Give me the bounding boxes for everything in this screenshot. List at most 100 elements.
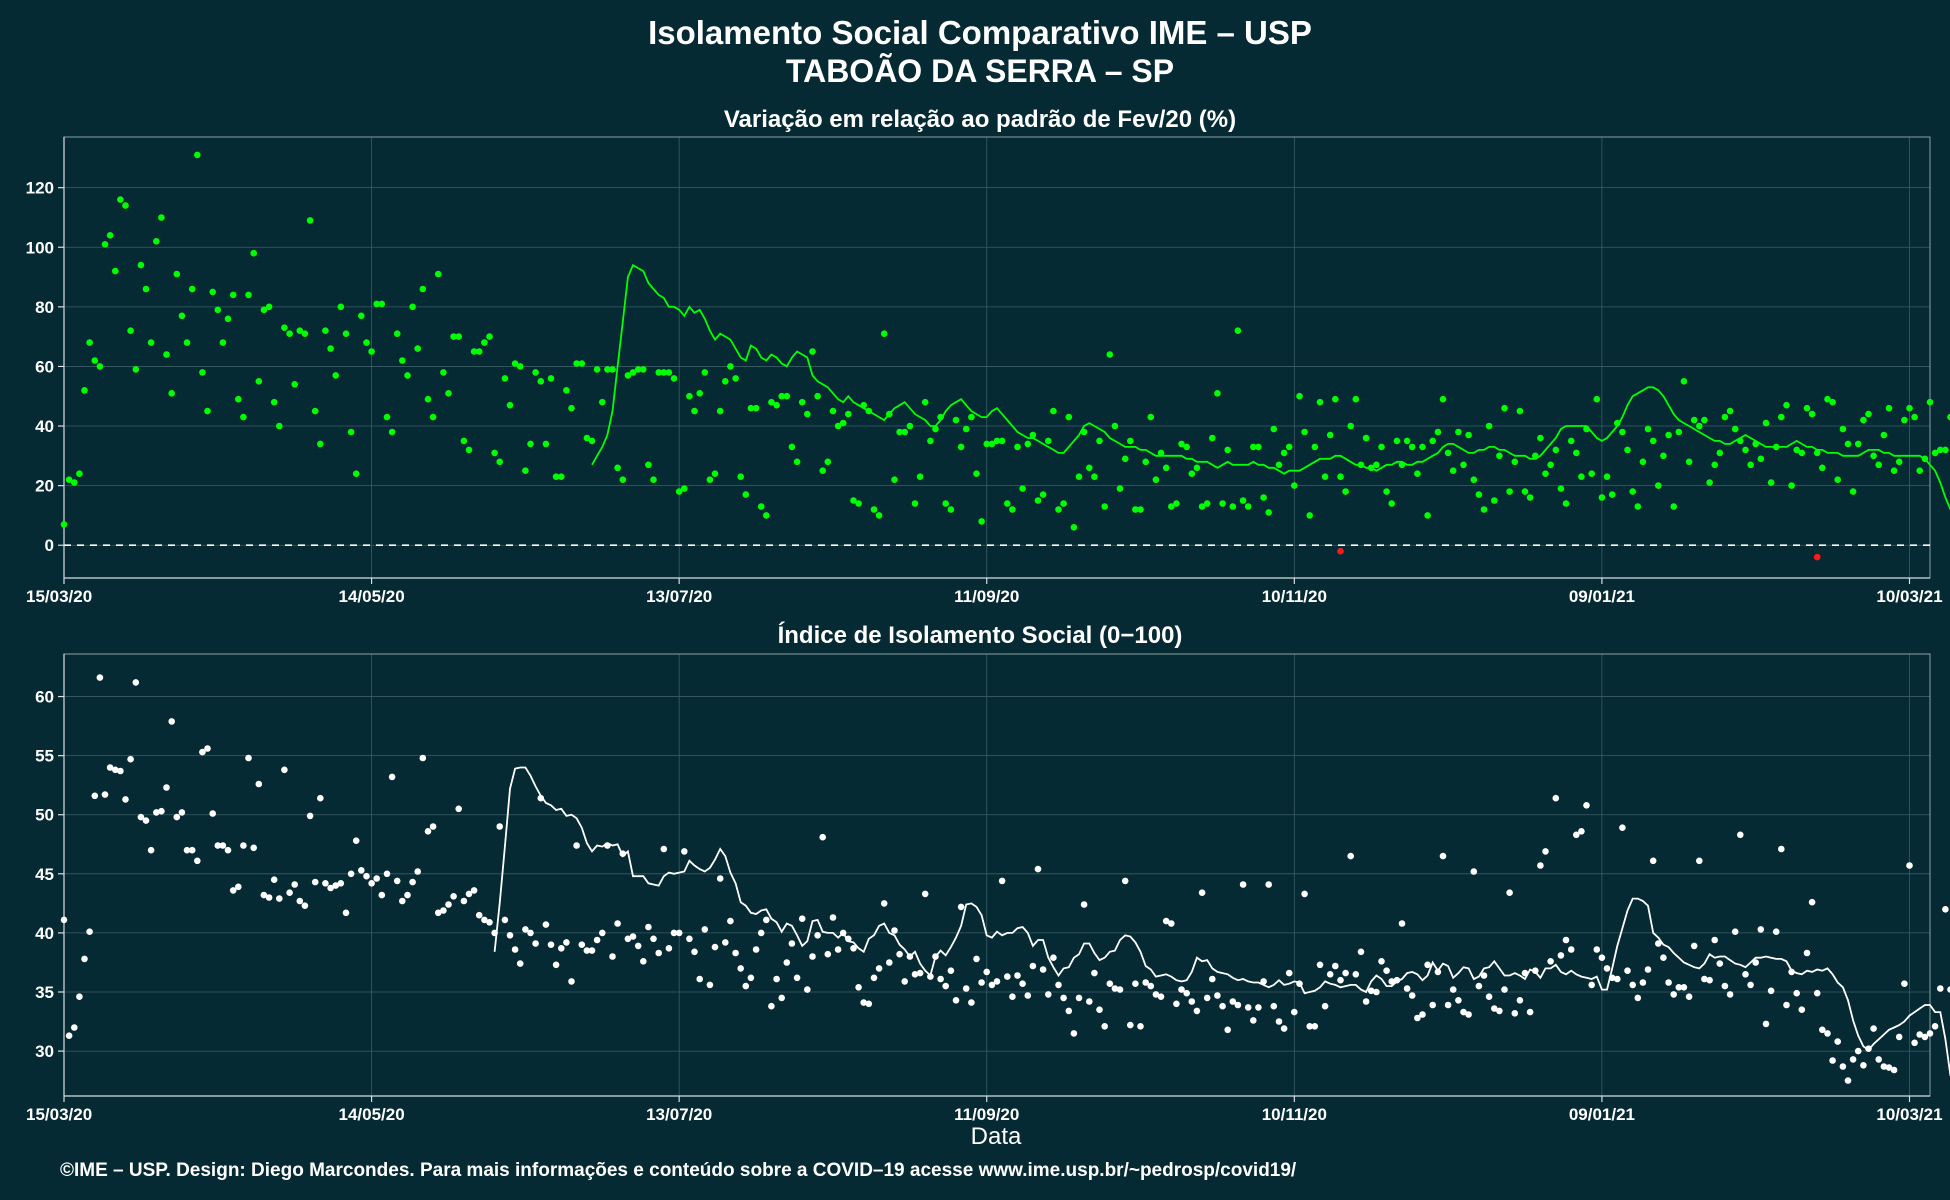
variation-point (1547, 461, 1554, 469)
variation-point (194, 151, 201, 159)
index-point (1824, 1030, 1831, 1037)
index-point (650, 935, 657, 943)
index-point (419, 754, 427, 762)
index-point (240, 842, 247, 849)
index-point (91, 792, 99, 800)
variation-point (1157, 449, 1165, 457)
variation-point (127, 327, 134, 335)
variation-point (599, 398, 606, 406)
index-point (1419, 1011, 1426, 1018)
variation-point (296, 327, 304, 335)
variation-point (1783, 401, 1790, 409)
index-point (1614, 975, 1621, 983)
variation-point (824, 458, 832, 466)
variation-point (855, 500, 862, 507)
variation-point (1839, 425, 1847, 433)
variation-point (650, 476, 657, 484)
index-point (1578, 828, 1585, 835)
index-point (1424, 961, 1431, 969)
index-point (927, 973, 934, 980)
variation-point (1301, 428, 1308, 436)
variation-point (301, 330, 309, 338)
variation-point (1429, 437, 1436, 445)
variation-point (1619, 428, 1626, 436)
index-point (957, 903, 965, 911)
index-point (1608, 974, 1616, 982)
index-point (1491, 1005, 1498, 1012)
variation-point (358, 312, 365, 320)
variation-point (957, 443, 965, 451)
variation-point (204, 407, 211, 415)
variation-point (1649, 437, 1657, 445)
variation-point (1870, 452, 1877, 460)
index-point (199, 748, 206, 756)
variation-point (701, 369, 709, 376)
variation-ytick-label-3: 60 (35, 357, 54, 376)
variation-point (1506, 488, 1513, 495)
index-point (265, 894, 273, 901)
index-point (804, 986, 811, 993)
variation-point (286, 330, 293, 338)
index-point (906, 953, 914, 960)
variation-point (845, 410, 852, 418)
variation-point (86, 339, 93, 346)
index-point (681, 848, 688, 855)
index-point (1439, 852, 1447, 860)
variation-point (1829, 398, 1836, 406)
variation-point (1880, 431, 1888, 439)
index-xtick-label-4: 10/11/20 (1262, 1105, 1327, 1124)
variation-point (1696, 422, 1703, 430)
index-point (665, 945, 673, 952)
index-point (1854, 1047, 1862, 1055)
variation-point (199, 369, 206, 376)
index-point (1767, 987, 1775, 995)
index-point (445, 901, 452, 908)
bottom-panel-title: Índice de Isolamento Social (0−100) (778, 621, 1183, 649)
variation-point (624, 372, 632, 379)
index-point (1219, 1002, 1226, 1010)
index-point (1362, 998, 1370, 1005)
index-point (1506, 889, 1513, 896)
index-point (1675, 984, 1683, 991)
index-xtick-label-2: 13/07/20 (646, 1105, 712, 1124)
variation-point (793, 458, 801, 466)
index-point (1583, 802, 1590, 809)
top-panel-title: Variação em relação ao padrão de Fev/20 … (724, 106, 1236, 133)
variation-point (1132, 506, 1139, 513)
index-ytick-label-6: 60 (35, 688, 54, 707)
index-point (511, 946, 519, 953)
index-point (537, 794, 545, 802)
index-point (1019, 980, 1026, 987)
index-point (327, 884, 334, 892)
variation-point (1690, 416, 1698, 424)
index-point (1937, 985, 1944, 992)
index-point (1275, 1018, 1283, 1025)
variation-point (834, 422, 842, 430)
index-point (542, 921, 550, 928)
index-point (757, 929, 765, 937)
variation-point (860, 401, 867, 409)
index-point (558, 945, 565, 952)
index-ytick-label-0: 30 (35, 1042, 54, 1061)
index-xtick-label-6: 10/03/21 (1876, 1105, 1942, 1124)
index-point (1634, 994, 1642, 1002)
variation-point (1772, 443, 1780, 451)
index-point (1593, 946, 1601, 953)
variation-point (773, 401, 780, 409)
index-point (593, 936, 601, 944)
index-point (1183, 989, 1190, 997)
index-point (1860, 1062, 1867, 1069)
variation-point (1455, 428, 1462, 436)
variation-point (1890, 467, 1898, 475)
variation-point (281, 324, 288, 332)
variation-point (716, 407, 724, 415)
variation-point (1326, 431, 1334, 439)
index-point (368, 880, 375, 887)
variation-point (501, 375, 509, 382)
variation-point (947, 506, 955, 513)
index-point (1931, 1023, 1939, 1030)
variation-point (1767, 479, 1775, 486)
variation-point (224, 315, 232, 323)
index-point (1342, 969, 1349, 977)
index-point (660, 845, 668, 853)
